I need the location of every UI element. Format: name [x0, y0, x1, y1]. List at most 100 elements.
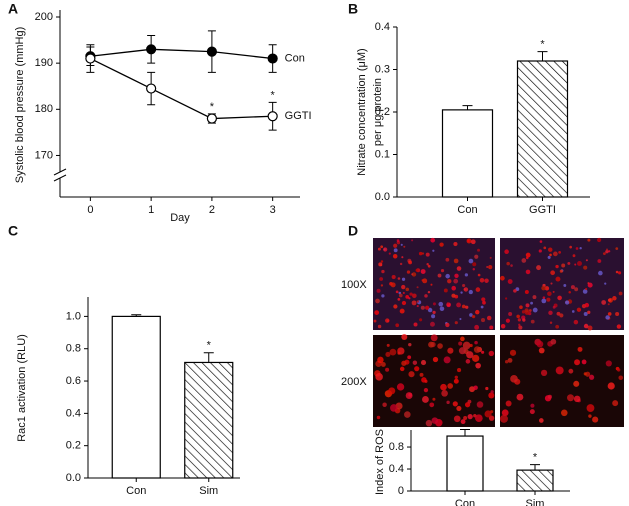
- micrograph-cell: [427, 264, 431, 268]
- micrograph-cell: [530, 301, 534, 305]
- micrograph-cell: [401, 334, 408, 341]
- micrograph-cell: [431, 417, 439, 424]
- micrograph-cell: [608, 250, 611, 253]
- micrograph-cell: [399, 366, 405, 372]
- x-tick-label: Con: [455, 498, 475, 506]
- micrograph-cell: [482, 300, 486, 305]
- micrograph-cell: [504, 360, 509, 364]
- micrograph-cell: [454, 321, 458, 325]
- micrograph-cell: [587, 282, 593, 288]
- micrograph-cell: [583, 323, 589, 329]
- micrograph-cell: [475, 287, 481, 292]
- micrograph-cell: [549, 253, 552, 257]
- micrograph-cell: [397, 298, 401, 301]
- micrograph-cell: [391, 274, 396, 280]
- micrograph-cell: [556, 311, 561, 316]
- micrograph-cell: [488, 350, 495, 357]
- y-tick-label: 0.3: [375, 63, 390, 75]
- marker: [146, 83, 157, 94]
- micrograph-cell: [472, 262, 477, 267]
- micrograph-cell: [380, 245, 384, 249]
- micrograph-cell: [529, 409, 535, 415]
- micrograph-cell: [598, 270, 603, 276]
- micrograph-cell: [428, 341, 435, 348]
- micrograph-cell: [468, 289, 473, 295]
- micrograph-cell: [443, 356, 451, 364]
- micrograph-cell: [589, 374, 595, 380]
- micrograph-cell: [453, 241, 458, 247]
- micrograph-cell: [544, 286, 550, 291]
- micrograph-cell: [399, 262, 403, 266]
- micrograph-cell: [377, 356, 384, 364]
- micrograph-cell: [521, 258, 527, 263]
- y-tick-label: 0.6: [66, 375, 81, 387]
- micrograph-cell: [418, 251, 423, 256]
- y-tick-label: 0.4: [389, 463, 404, 475]
- micrograph-cell: [525, 269, 531, 275]
- micrograph-cell: [471, 314, 476, 319]
- micrograph-cell: [553, 251, 558, 257]
- micrograph-cell: [408, 260, 413, 265]
- micrograph-cell: [555, 264, 559, 269]
- micrograph-cell: [411, 272, 417, 277]
- micrograph-cell: [548, 247, 553, 252]
- micrograph-cell: [393, 243, 398, 248]
- bar: [184, 361, 234, 479]
- micrograph-cell: [475, 362, 481, 369]
- micrograph-cell: [385, 318, 390, 323]
- micrograph-cell: [604, 282, 607, 285]
- micrograph-cell: [486, 265, 489, 269]
- micrograph-cell: [416, 300, 419, 303]
- micrograph-cell: [607, 298, 612, 302]
- micrograph-cell: [581, 359, 587, 365]
- marker: [267, 53, 278, 64]
- series-line: [90, 48, 273, 60]
- micrograph-cell: [618, 375, 624, 381]
- micrograph-cell: [469, 343, 473, 348]
- micrograph-cell: [474, 254, 479, 259]
- micrograph-cell: [569, 245, 572, 249]
- micrograph-cell: [406, 270, 411, 274]
- micrograph-cell: [402, 291, 405, 295]
- micrograph-cell: [481, 318, 486, 323]
- micrograph-cell: [425, 252, 430, 257]
- micrograph-cell: [559, 313, 564, 318]
- micrograph-cell: [468, 258, 474, 264]
- micrograph-cell: [465, 305, 469, 309]
- micrograph-cell: [573, 319, 579, 325]
- x-tick-label: Sim: [526, 498, 545, 506]
- micrograph-cell: [481, 350, 485, 354]
- micrograph-cell: [457, 368, 462, 373]
- micrograph-cell: [401, 277, 406, 281]
- micrograph-cell: [392, 253, 398, 259]
- micrograph-cell: [574, 359, 581, 366]
- micrograph-cell: [416, 305, 419, 308]
- micrograph-cell: [470, 239, 476, 245]
- micrograph-cell: [439, 306, 445, 311]
- micrograph-cell: [568, 290, 571, 294]
- micrograph-cell: [398, 293, 403, 298]
- error-bar: [537, 51, 548, 61]
- axis-break: [53, 168, 67, 176]
- significance: *: [207, 340, 212, 352]
- micrograph-cell: [432, 397, 436, 401]
- micrograph-cell: [467, 413, 473, 420]
- panel-label: D: [348, 223, 358, 239]
- micrograph-cell: [380, 362, 386, 367]
- micrograph-cell: [400, 243, 403, 246]
- micrograph-cell: [430, 334, 438, 342]
- y-tick-label: 0.8: [389, 441, 404, 453]
- micrograph-cell: [427, 290, 431, 294]
- micrograph-cell: [420, 360, 427, 366]
- micrograph-cell: [425, 419, 433, 427]
- micrograph-cell: [467, 239, 470, 243]
- micrograph-cell: [489, 325, 494, 330]
- micrograph-cell: [547, 394, 552, 399]
- legend-label: Con: [285, 52, 305, 64]
- micrograph-cell: [441, 390, 448, 397]
- micrograph-cell: [605, 249, 609, 254]
- panel-label: C: [8, 223, 18, 239]
- micrograph-cell: [607, 303, 610, 306]
- y-axis-label: Systolic blood pressure (mmHg): [14, 27, 26, 184]
